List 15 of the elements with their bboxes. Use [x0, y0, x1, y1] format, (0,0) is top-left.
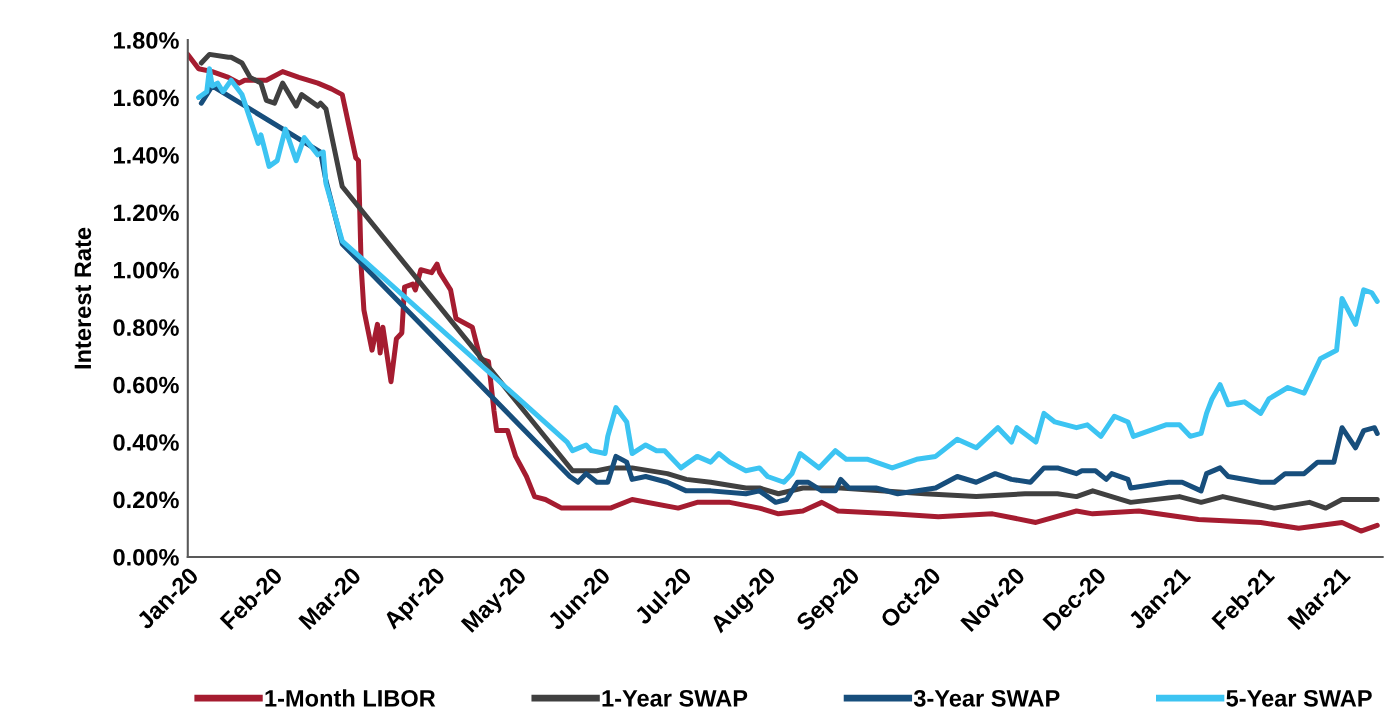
y-tick-label: 1.60%	[113, 89, 179, 107]
legend-label: 1-Year SWAP	[602, 689, 748, 707]
legend-label: 1-Month LIBOR	[265, 689, 436, 707]
y-tick-label: 0.80%	[113, 319, 179, 336]
y-tick-label: 0.00%	[113, 548, 179, 566]
y-tick-label: 0.20%	[113, 491, 179, 509]
y-tick-label: 1.80%	[113, 32, 179, 49]
y-tick-label: 0.40%	[113, 434, 179, 451]
y-tick-label: 0.60%	[113, 376, 179, 394]
legend-label: 5-Year SWAP	[1226, 689, 1372, 707]
legend-label: 3-Year SWAP	[913, 689, 1060, 707]
y-tick-label: 1.40%	[113, 146, 179, 164]
y-axis-title: Interest Rate	[74, 227, 92, 369]
y-tick-label: 1.20%	[113, 204, 179, 222]
y-tick-label: 1.00%	[113, 261, 179, 279]
